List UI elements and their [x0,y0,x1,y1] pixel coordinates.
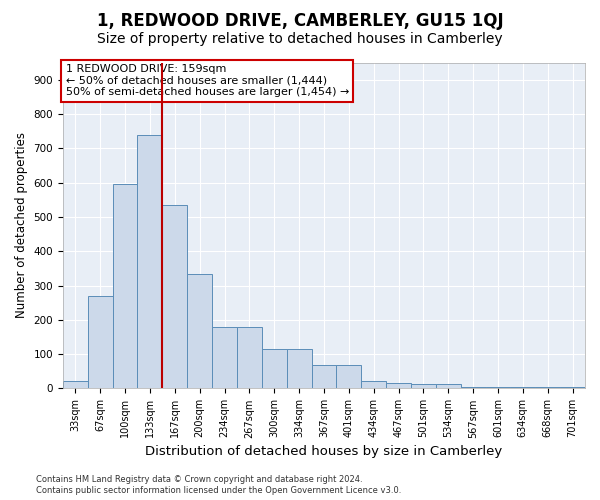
Bar [137,134,163,388]
Bar [237,328,262,388]
Bar [163,205,187,388]
Text: Size of property relative to detached houses in Camberley: Size of property relative to detached ho… [97,32,503,46]
Text: Contains HM Land Registry data © Crown copyright and database right 2024.: Contains HM Land Registry data © Crown c… [36,475,362,484]
Text: Contains public sector information licensed under the Open Government Licence v3: Contains public sector information licen… [36,486,401,495]
Text: 1 REDWOOD DRIVE: 159sqm
← 50% of detached houses are smaller (1,444)
50% of semi: 1 REDWOOD DRIVE: 159sqm ← 50% of detache… [65,64,349,98]
X-axis label: Distribution of detached houses by size in Camberley: Distribution of detached houses by size … [145,444,503,458]
Bar [560,386,585,388]
Bar [63,381,88,388]
Bar [386,384,411,388]
Bar [113,184,137,388]
Y-axis label: Number of detached properties: Number of detached properties [15,132,28,318]
Bar [88,296,113,388]
Bar [485,386,511,388]
Bar [287,349,311,389]
Bar [361,381,386,388]
Bar [461,386,485,388]
Bar [337,365,361,388]
Bar [187,274,212,388]
Bar [436,384,461,388]
Bar [212,328,237,388]
Bar [411,384,436,388]
Bar [262,349,287,389]
Text: 1, REDWOOD DRIVE, CAMBERLEY, GU15 1QJ: 1, REDWOOD DRIVE, CAMBERLEY, GU15 1QJ [97,12,503,30]
Bar [311,365,337,388]
